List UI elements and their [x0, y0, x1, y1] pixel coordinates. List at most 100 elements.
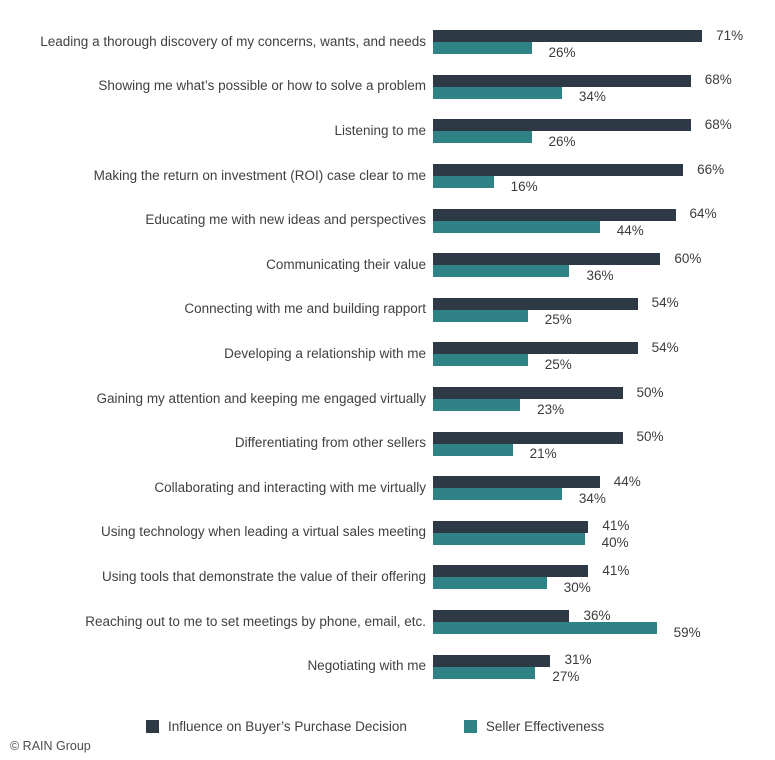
influence-value-label: 44% — [613, 473, 641, 489]
effectiveness-value-label: 27% — [552, 669, 580, 685]
bar-group: 64% 44% — [433, 206, 775, 238]
effectiveness-bar-line: 16% — [433, 176, 775, 194]
legend: Influence on Buyer’s Purchase Decision S… — [146, 719, 775, 734]
influence-bar-line: 44% — [433, 473, 775, 489]
category-label: Developing a relationship with me — [224, 346, 426, 362]
category-label: Differentiating from other sellers — [234, 435, 426, 451]
influence-bar-line: 50% — [433, 384, 775, 400]
influence-value-label: 31% — [564, 652, 592, 668]
chart-row: Using tools that demonstrate the value o… — [0, 555, 775, 600]
effectiveness-value-label: 21% — [529, 446, 557, 462]
chart-row: Differentiating from other sellers 50% 21% — [0, 421, 775, 466]
legend-item-effectiveness: Seller Effectiveness — [463, 718, 605, 734]
influence-value-label: 50% — [636, 384, 664, 400]
chart-row: Communicating their value 60% 36% — [0, 243, 775, 288]
effectiveness-value-label: 34% — [578, 89, 606, 105]
effectiveness-bar — [433, 532, 585, 545]
influence-bar — [433, 520, 589, 533]
chart-row: Making the return on investment (ROI) ca… — [0, 154, 775, 199]
bar-group: 66% 16% — [433, 162, 775, 194]
influence-bar-line: 71% — [433, 28, 775, 43]
copyright-credit: © RAIN Group — [10, 739, 91, 753]
effectiveness-bar-line: 36% — [433, 265, 775, 283]
effectiveness-bar — [433, 176, 494, 189]
chart-row: Listening to me 68% 26% — [0, 109, 775, 154]
influence-bar-line: 54% — [433, 295, 775, 311]
chart-row: Showing me what’s possible or how to sol… — [0, 65, 775, 110]
effectiveness-bar-line: 26% — [433, 131, 775, 149]
category-label: Using technology when leading a virtual … — [101, 524, 426, 540]
chart-row: Gaining my attention and keeping me enga… — [0, 377, 775, 422]
chart-row: Connecting with me and building rapport 5… — [0, 288, 775, 333]
bar-group: 71% 26% — [433, 28, 775, 60]
effectiveness-bar — [433, 265, 570, 278]
influence-value-label: 60% — [674, 250, 702, 266]
influence-value-label: 54% — [651, 295, 679, 311]
influence-bar — [433, 297, 638, 310]
chart-row: Negotiating with me 31% 27% — [0, 644, 775, 689]
influence-bar — [433, 387, 623, 400]
bar-group: 68% 26% — [433, 116, 775, 149]
bar-group: 50% 21% — [433, 429, 775, 461]
influence-bar — [433, 431, 623, 444]
chart-row: Developing a relationship with me 54% 25% — [0, 332, 775, 377]
effectiveness-value-label: 25% — [544, 312, 572, 328]
category-label: Educating me with new ideas and perspect… — [145, 212, 426, 228]
category-label: Communicating their value — [266, 256, 426, 272]
influence-value-label: 68% — [704, 116, 732, 132]
influence-value-label: 68% — [704, 72, 732, 88]
influence-bar — [433, 476, 600, 489]
influence-bar — [433, 253, 661, 266]
category-label: Gaining my attention and keeping me enga… — [96, 390, 426, 406]
influence-bar-line: 41% — [433, 518, 775, 534]
legend-label-effectiveness: Seller Effectiveness — [485, 718, 605, 734]
influence-value-label: 41% — [602, 562, 630, 578]
effectiveness-bar-line: 34% — [433, 86, 775, 104]
legend-swatch-influence-icon — [146, 719, 159, 733]
influence-bar — [433, 342, 638, 355]
influence-bar — [433, 610, 570, 623]
category-label: Connecting with me and building rapport — [184, 301, 426, 317]
influence-bar-line: 50% — [433, 429, 775, 444]
bar-group: 54% 25% — [433, 295, 775, 327]
influence-value-label: 54% — [651, 339, 679, 355]
influence-bar — [433, 208, 676, 221]
effectiveness-bar-line: 59% — [433, 622, 775, 640]
influence-bar — [433, 565, 589, 578]
category-label: Collaborating and interacting with me vi… — [154, 479, 426, 495]
bar-group: 68% 34% — [433, 72, 775, 104]
category-label: Showing me what’s possible or how to sol… — [98, 78, 426, 94]
effectiveness-value-label: 26% — [548, 133, 576, 149]
category-label: Listening to me — [334, 123, 426, 139]
effectiveness-value-label: 44% — [616, 223, 644, 239]
effectiveness-value-label: 26% — [548, 44, 576, 60]
influence-bar-line: 64% — [433, 206, 775, 222]
effectiveness-bar-line: 34% — [433, 488, 775, 506]
influence-bar-line: 68% — [433, 116, 775, 132]
effectiveness-bar-line: 30% — [433, 577, 775, 595]
effectiveness-bar — [433, 577, 547, 590]
legend-item-influence: Influence on Buyer’s Purchase Decision — [146, 719, 407, 734]
chart-row: Collaborating and interacting with me vi… — [0, 466, 775, 511]
effectiveness-bar — [433, 220, 600, 233]
bar-group: 36% 59% — [433, 608, 775, 640]
effectiveness-bar-line: 44% — [433, 220, 775, 238]
influence-bar — [433, 119, 691, 132]
effectiveness-bar-line: 27% — [433, 666, 775, 684]
influence-bar-line: 31% — [433, 652, 775, 668]
influence-bar-line: 41% — [433, 562, 775, 578]
influence-bar-line: 66% — [433, 162, 775, 177]
effectiveness-value-label: 40% — [601, 535, 629, 551]
effectiveness-value-label: 36% — [586, 267, 614, 283]
effectiveness-bar — [433, 131, 532, 144]
chart-row: Leading a thorough discovery of my conce… — [0, 20, 775, 65]
bar-group: 50% 23% — [433, 384, 775, 417]
influence-value-label: 41% — [602, 518, 630, 534]
effectiveness-value-label: 16% — [510, 178, 538, 194]
influence-value-label: 64% — [689, 206, 717, 222]
influence-bar — [433, 30, 703, 43]
chart-row: Reaching out to me to set meetings by ph… — [0, 600, 775, 645]
bar-group: 60% 36% — [433, 250, 775, 283]
effectiveness-bar — [433, 86, 562, 99]
